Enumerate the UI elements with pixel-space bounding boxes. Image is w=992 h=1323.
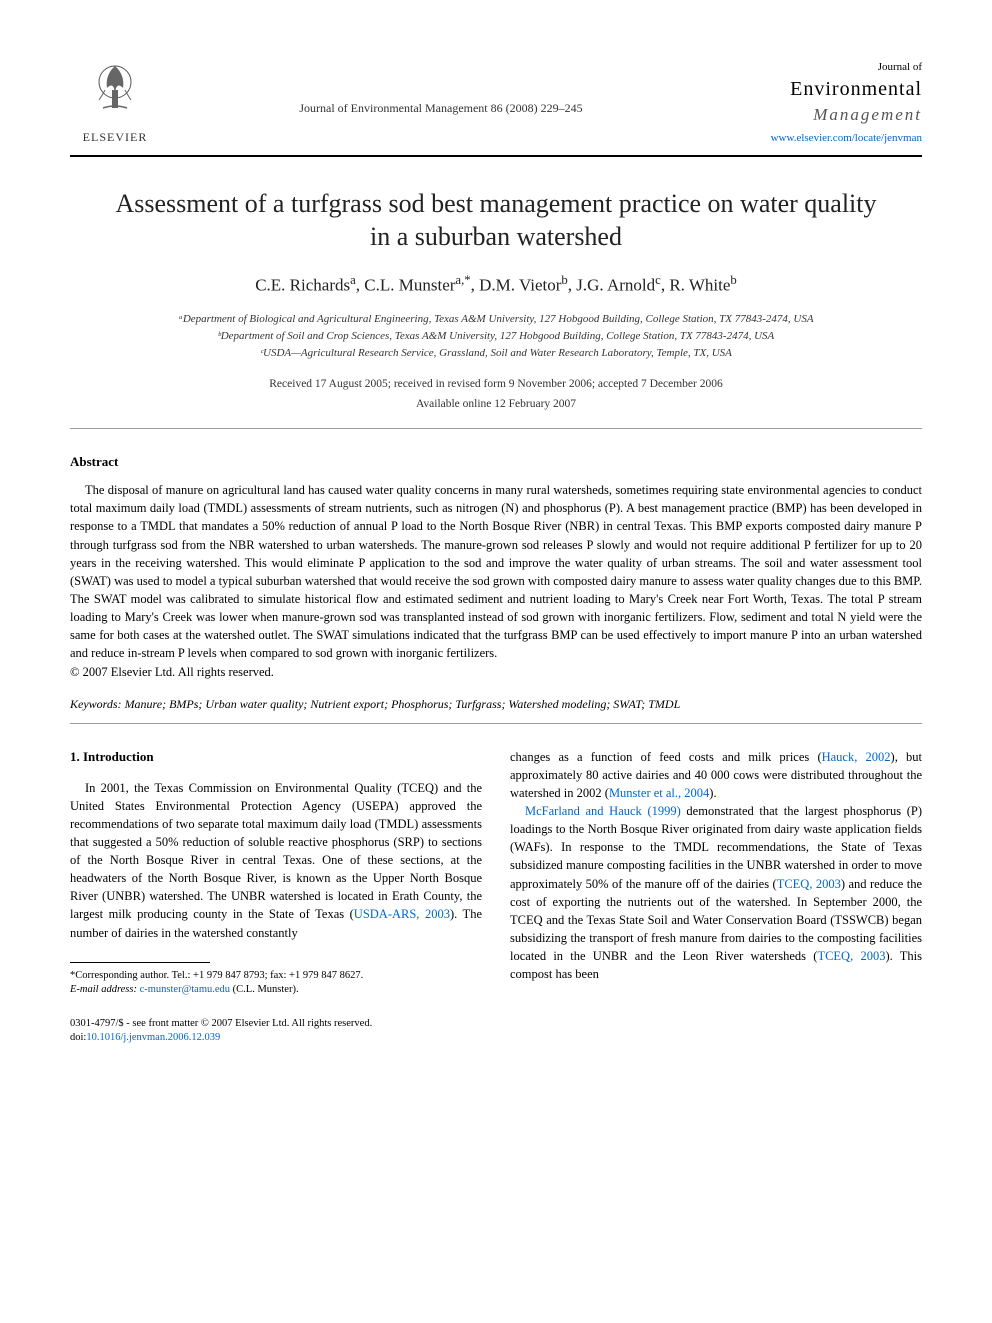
footer-doi-line: doi:10.1016/j.jenvman.2006.12.039 xyxy=(70,1031,482,1045)
journal-brand-main: Environmental xyxy=(722,75,922,103)
footnote-email-link[interactable]: c-munster@tamu.edu xyxy=(140,984,230,995)
citation-usda[interactable]: USDA-ARS, 2003 xyxy=(354,907,450,921)
doi-label: doi: xyxy=(70,1032,86,1043)
intro-text: ). xyxy=(709,786,716,800)
available-date: Available online 12 February 2007 xyxy=(70,396,922,412)
keywords-list: Manure; BMPs; Urban water quality; Nutri… xyxy=(125,697,681,711)
affiliation-b: ᵇDepartment of Soil and Crop Sciences, T… xyxy=(70,329,922,344)
elsevier-tree-icon xyxy=(85,60,145,120)
journal-url-link[interactable]: www.elsevier.com/locate/jenvman xyxy=(722,131,922,146)
corresponding-author-footnote: *Corresponding author. Tel.: +1 979 847 … xyxy=(70,969,482,997)
header-rule xyxy=(70,155,922,157)
column-right: changes as a function of feed costs and … xyxy=(510,748,922,1046)
abstract-body: The disposal of manure on agricultural l… xyxy=(70,481,922,662)
affiliation-a: ᵃDepartment of Biological and Agricultur… xyxy=(70,312,922,327)
journal-reference: Journal of Environmental Management 86 (… xyxy=(160,60,722,117)
keywords-line: Keywords: Manure; BMPs; Urban water qual… xyxy=(70,696,922,713)
intro-text: changes as a function of feed costs and … xyxy=(510,750,822,764)
journal-brand: Journal of Environmental Management www.… xyxy=(722,60,922,147)
abstract-bottom-rule xyxy=(70,723,922,724)
citation-tceq-1[interactable]: TCEQ, 2003 xyxy=(777,877,841,891)
intro-para-2: McFarland and Hauck (1999) demonstrated … xyxy=(510,802,922,983)
received-dates: Received 17 August 2005; received in rev… xyxy=(70,376,922,392)
intro-text: In 2001, the Texas Commission on Environ… xyxy=(70,781,482,922)
abstract-copyright: © 2007 Elsevier Ltd. All rights reserved… xyxy=(70,664,922,682)
author-list: C.E. Richardsa, C.L. Munstera,*, D.M. Vi… xyxy=(70,272,922,297)
article-title: Assessment of a turfgrass sod best manag… xyxy=(110,187,882,255)
footnote-email-line: E-mail address: c-munster@tamu.edu (C.L.… xyxy=(70,983,482,997)
body-columns: 1. Introduction In 2001, the Texas Commi… xyxy=(70,748,922,1046)
doi-link[interactable]: 10.1016/j.jenvman.2006.12.039 xyxy=(86,1032,220,1043)
journal-brand-sub: Management xyxy=(722,103,922,127)
footnote-rule xyxy=(70,962,210,963)
journal-brand-prefix: Journal of xyxy=(722,60,922,75)
citation-tceq-2[interactable]: TCEQ, 2003 xyxy=(817,949,885,963)
affiliation-c: ᶜUSDA—Agricultural Research Service, Gra… xyxy=(70,346,922,361)
intro-para-1-cont: changes as a function of feed costs and … xyxy=(510,748,922,802)
page-footer: 0301-4797/$ - see front matter © 2007 El… xyxy=(70,1017,482,1045)
keywords-label: Keywords: xyxy=(70,697,122,711)
intro-heading: 1. Introduction xyxy=(70,748,482,767)
abstract-heading: Abstract xyxy=(70,453,922,471)
footnote-email-label: E-mail address: xyxy=(70,984,137,995)
footer-copyright: 0301-4797/$ - see front matter © 2007 El… xyxy=(70,1017,482,1031)
publisher-logo: ELSEVIER xyxy=(70,60,160,146)
citation-hauck[interactable]: Hauck, 2002 xyxy=(822,750,891,764)
footnote-phone: *Corresponding author. Tel.: +1 979 847 … xyxy=(70,969,482,983)
intro-para-1: In 2001, the Texas Commission on Environ… xyxy=(70,779,482,942)
citation-munster[interactable]: Munster et al., 2004 xyxy=(609,786,709,800)
citation-mcfarland[interactable]: McFarland and Hauck (1999) xyxy=(525,804,681,818)
page-header: ELSEVIER Journal of Environmental Manage… xyxy=(70,60,922,147)
publisher-name: ELSEVIER xyxy=(70,129,160,146)
column-left: 1. Introduction In 2001, the Texas Commi… xyxy=(70,748,482,1046)
abstract-top-rule xyxy=(70,428,922,429)
footnote-email-who: (C.L. Munster). xyxy=(233,984,299,995)
